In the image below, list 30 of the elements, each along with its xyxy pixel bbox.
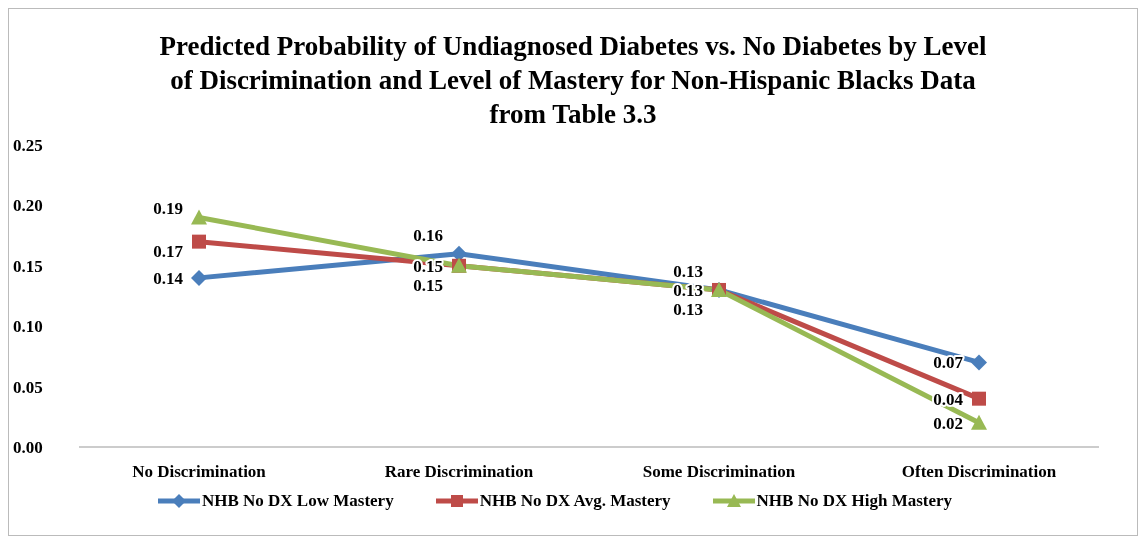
data-label: 0.13 [673,261,703,281]
data-label: 0.13 [673,299,703,319]
chart-title: Predicted Probability of Undiagnosed Diabetes vs. No Diabetes by Level of Discrimination and Level of Mastery for Non-Hispanic Blacks Data from Table 3.3 [158,30,988,131]
data-label: 0.15 [413,275,443,295]
y-tick-label: 0.00 [13,438,43,458]
data-label: 0.17 [153,242,184,262]
y-tick-label: 0.05 [13,377,43,397]
x-tick-label: Rare Discrimination [384,462,534,482]
point [192,234,206,249]
data-label: 0.19 [153,198,183,218]
legend-label: NHB No DX Low Mastery [201,491,394,511]
legend-label: NHB No DX Avg. Mastery [479,491,671,511]
data-label: 0.14 [153,268,184,288]
x-tick-label: Often Discrimination [901,462,1057,482]
point [191,269,207,286]
y-tick-label: 0.25 [13,136,43,156]
x-tick-label: No Discrimination [132,462,267,482]
data-label: 0.04 [933,389,964,409]
point [972,391,986,406]
data-label: 0.16 [413,225,443,245]
legend-label: NHB No DX High Mastery [756,491,953,511]
data-label: 0.07 [933,353,964,373]
point [191,209,207,225]
y-tick-label: 0.15 [13,256,43,276]
point [971,414,987,430]
y-tick-label: 0.10 [13,317,43,337]
y-tick-label: 0.20 [13,196,43,216]
x-tick-label: Some Discrimination [642,462,796,482]
point [971,354,987,371]
data-label: 0.02 [933,413,963,433]
